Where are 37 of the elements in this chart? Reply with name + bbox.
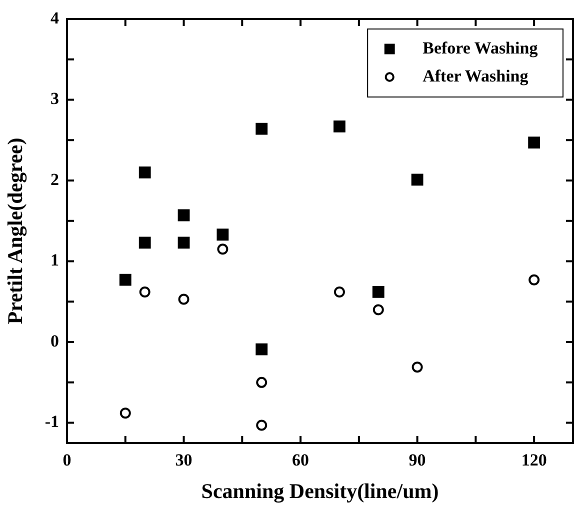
- x-axis-title: Scanning Density(line/um): [201, 478, 439, 503]
- point: [372, 304, 384, 316]
- point: [372, 286, 384, 298]
- point: [138, 236, 151, 249]
- point: [216, 228, 229, 241]
- x-tick-label: 60: [292, 450, 310, 470]
- y-tick-label: 3: [50, 89, 59, 108]
- y-tick-label: -1: [44, 412, 59, 432]
- point: [178, 236, 190, 249]
- y-tick-label: 2: [50, 170, 59, 189]
- y-tick-label: 1: [50, 250, 59, 270]
- legend-label: After Washing: [422, 66, 529, 86]
- point: [256, 343, 268, 356]
- point: [256, 376, 268, 388]
- point: [412, 362, 423, 373]
- point: [334, 286, 345, 298]
- point: [217, 244, 228, 255]
- y-tick-label: 0: [50, 331, 59, 350]
- x-tick-label: 30: [175, 450, 192, 470]
- y-axis-title: Pretilt Angle(degree): [3, 138, 28, 324]
- point: [334, 120, 346, 132]
- point: [178, 294, 190, 305]
- point: [256, 420, 268, 431]
- x-tick-label: 0: [62, 450, 72, 470]
- point: [119, 274, 132, 286]
- point: [528, 274, 540, 286]
- x-tick-label: 120: [521, 450, 547, 470]
- point: [528, 136, 540, 149]
- point: [411, 174, 424, 186]
- point: [120, 408, 131, 419]
- point: [178, 209, 190, 222]
- legend-label: Before Washing: [422, 38, 538, 58]
- point: [256, 122, 268, 135]
- point: [138, 166, 151, 178]
- y-tick-label: 4: [50, 8, 60, 28]
- point: [139, 286, 150, 298]
- x-tick-label: 90: [408, 450, 426, 470]
